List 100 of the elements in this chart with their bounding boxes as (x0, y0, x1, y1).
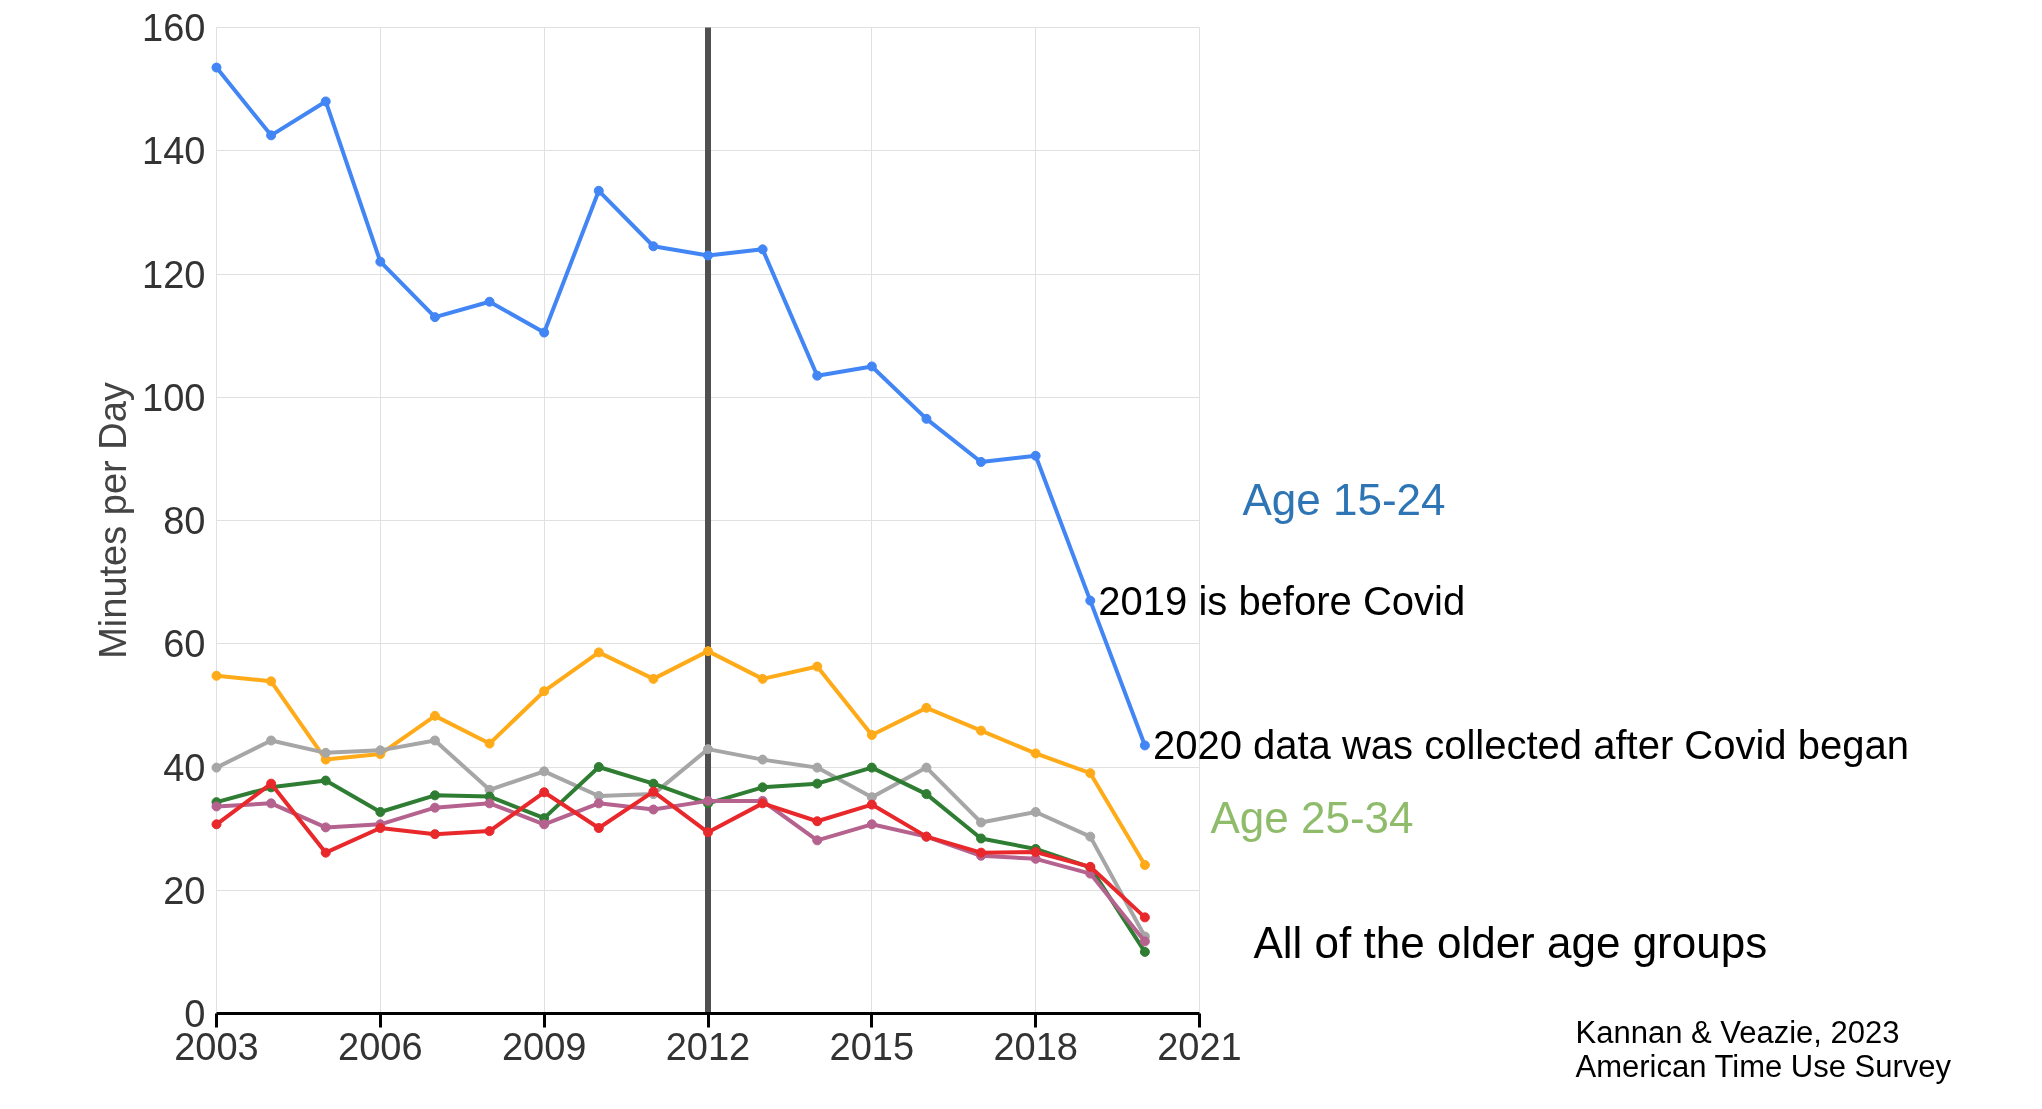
point (320, 747, 331, 758)
point (866, 729, 877, 740)
y-tick-label: 40 (163, 746, 206, 789)
annotation: 2020 data was collected after Covid began (1152, 723, 1909, 768)
y-tick-label: 60 (163, 623, 206, 666)
point (757, 782, 768, 793)
text: Age 15-24 (1242, 475, 1446, 524)
point (375, 256, 386, 267)
point (1030, 748, 1041, 759)
point (593, 762, 604, 772)
x-tick-label: 2018 (993, 1025, 1078, 1068)
point (648, 778, 659, 789)
point (812, 816, 823, 827)
y-tick-label: 120 (142, 253, 206, 296)
point (429, 735, 440, 746)
y-tick-label: 100 (142, 376, 206, 419)
point (266, 676, 277, 687)
point (1139, 740, 1150, 751)
point (266, 778, 277, 789)
point (921, 762, 932, 773)
x-tick-label: 2009 (501, 1025, 587, 1068)
point (593, 647, 604, 658)
point (375, 745, 386, 756)
point (976, 725, 987, 736)
point (1085, 595, 1096, 606)
point (593, 823, 604, 833)
point (976, 817, 987, 828)
point (539, 686, 550, 697)
point (976, 456, 987, 467)
point (429, 802, 440, 813)
point (1085, 831, 1096, 842)
point (757, 673, 768, 684)
point (703, 744, 713, 755)
point (429, 829, 440, 840)
point (1139, 859, 1150, 870)
point (1139, 912, 1150, 923)
point (703, 646, 713, 657)
point (211, 62, 222, 73)
text: Age 25-34 (1210, 793, 1414, 842)
point (266, 130, 277, 141)
point (211, 819, 222, 830)
point (593, 185, 604, 196)
y-axis-title: Minutes per Day (92, 382, 135, 659)
point (429, 790, 440, 801)
annotation: 2019 is before Covid (1098, 578, 1466, 623)
point (539, 787, 550, 798)
y-tick-label: 160 (142, 7, 206, 49)
point (921, 413, 932, 424)
point (866, 799, 877, 810)
point (429, 312, 440, 323)
point (812, 835, 823, 846)
point (375, 823, 386, 833)
point (703, 250, 713, 261)
x-tick-label: 2006 (338, 1025, 423, 1068)
point (211, 670, 222, 681)
point (866, 361, 877, 372)
point (1139, 946, 1150, 957)
point (211, 801, 222, 812)
point (539, 819, 550, 830)
y-tick-label: 80 (163, 500, 206, 542)
point (320, 775, 331, 786)
point (866, 819, 877, 830)
point (757, 754, 768, 765)
point (539, 766, 550, 777)
point (1030, 807, 1041, 817)
point (211, 762, 222, 773)
point (976, 833, 987, 844)
point (757, 244, 768, 255)
text: American Time Use Survey (1575, 1049, 1952, 1084)
point (320, 96, 331, 107)
point (921, 789, 932, 800)
point (266, 735, 277, 746)
point (266, 798, 277, 809)
point (320, 822, 331, 833)
text: All of the older age groups (1253, 918, 1768, 967)
point (1139, 936, 1150, 947)
point (1030, 450, 1041, 461)
point (866, 762, 877, 773)
point (703, 827, 713, 838)
point (320, 847, 331, 858)
point (375, 807, 386, 817)
point (648, 673, 659, 684)
point (1030, 847, 1041, 858)
point (648, 241, 659, 252)
point (812, 778, 823, 789)
y-tick-label: 140 (142, 130, 206, 173)
point (484, 826, 495, 837)
text: Kannan & Veazie, 2023 (1575, 1015, 1900, 1050)
point (648, 804, 659, 815)
point (539, 327, 550, 338)
point (1085, 768, 1096, 779)
x-tick-label: 2015 (829, 1025, 915, 1068)
point (429, 710, 440, 721)
point (812, 370, 823, 381)
x-tick-label: 2021 (1157, 1025, 1242, 1068)
point (484, 296, 495, 307)
point (593, 798, 604, 809)
point (921, 702, 932, 713)
point (484, 738, 495, 749)
point (812, 762, 823, 773)
